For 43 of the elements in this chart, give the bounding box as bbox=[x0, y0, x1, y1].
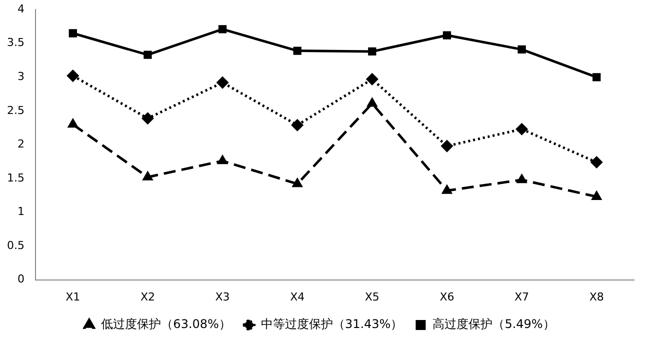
point bbox=[143, 172, 152, 180]
y-tick-label: 4 bbox=[17, 2, 24, 16]
y-tick-label: 1.5 bbox=[6, 171, 24, 184]
point bbox=[68, 29, 77, 38]
point bbox=[68, 119, 78, 128]
point bbox=[292, 178, 302, 188]
point bbox=[516, 123, 528, 135]
x-tick-label: X4 bbox=[290, 290, 305, 304]
y-tick-label: 2.5 bbox=[6, 104, 24, 117]
x-tick-label: X6 bbox=[440, 290, 454, 304]
point bbox=[144, 50, 152, 59]
x-tick-label: X1 bbox=[66, 290, 80, 304]
legend-label: 高过度保护（5.49%） bbox=[432, 317, 555, 332]
point bbox=[293, 46, 302, 55]
y-tick-label: 3 bbox=[17, 70, 24, 84]
point bbox=[367, 98, 377, 107]
point bbox=[366, 73, 378, 85]
y-tick-label: 0 bbox=[17, 272, 24, 286]
x-tick-label: X7 bbox=[514, 290, 530, 304]
point bbox=[67, 70, 79, 82]
legend-label: 低过度保护（63.08%） bbox=[101, 317, 231, 332]
y-tick-label: 2 bbox=[17, 138, 24, 151]
y-tick-label: 0.5 bbox=[6, 238, 24, 252]
point bbox=[590, 156, 602, 168]
x-tick-label: X3 bbox=[215, 290, 230, 304]
point bbox=[592, 73, 601, 82]
x-tick-label: X8 bbox=[589, 290, 604, 304]
point bbox=[218, 25, 227, 34]
point bbox=[142, 112, 154, 124]
point bbox=[518, 45, 526, 54]
point bbox=[592, 191, 602, 200]
y-tick-label: 1 bbox=[17, 205, 24, 218]
point bbox=[442, 185, 452, 194]
point bbox=[216, 76, 228, 88]
y-tick-label: 3.5 bbox=[6, 36, 24, 50]
legend-label: 中等过度保护（31.43%） bbox=[260, 317, 403, 332]
x-tick-label: X5 bbox=[364, 290, 380, 304]
point bbox=[368, 47, 376, 56]
point bbox=[441, 140, 453, 152]
x-tick-label: X2 bbox=[140, 290, 155, 304]
point bbox=[292, 119, 304, 131]
point bbox=[218, 156, 228, 164]
point bbox=[442, 31, 452, 40]
